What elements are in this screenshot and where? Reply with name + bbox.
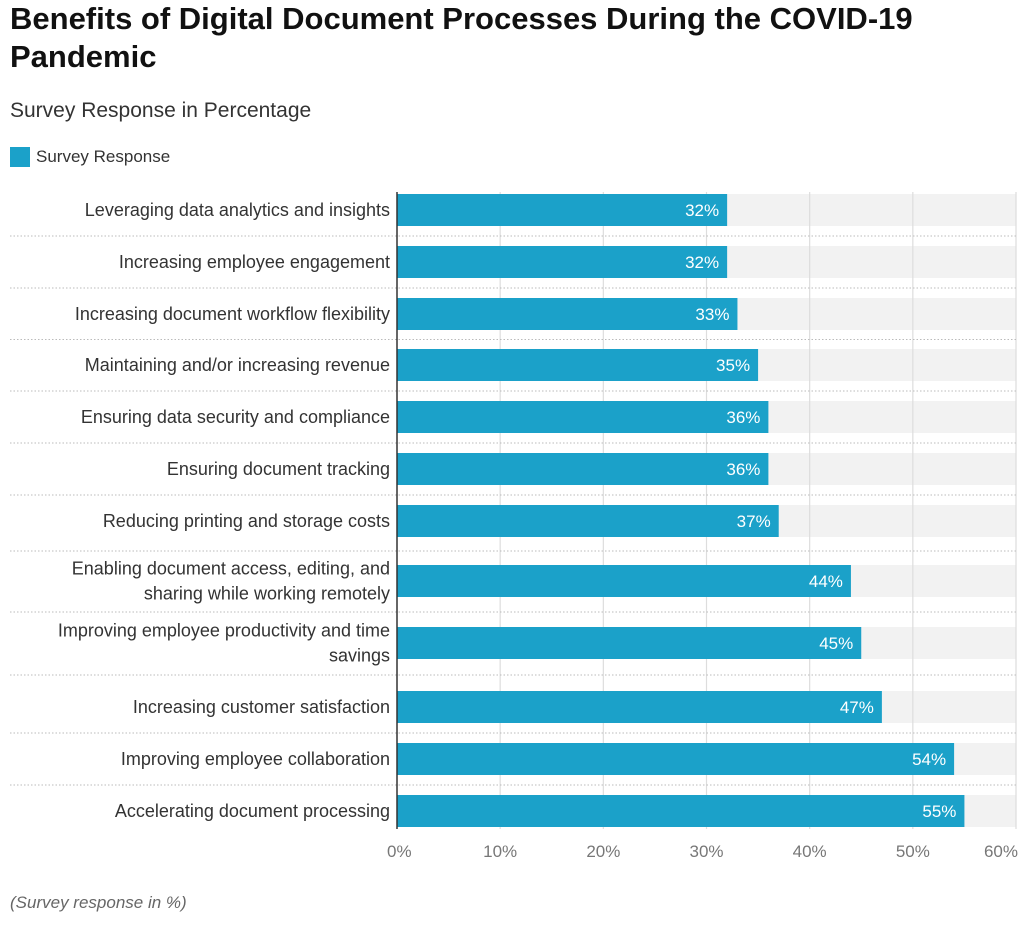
x-tick-label: 50% — [896, 842, 930, 861]
bar — [397, 627, 862, 659]
category-label: Maintaining and/or increasing revenue — [85, 355, 390, 375]
category-label: Increasing customer satisfaction — [133, 697, 390, 717]
data-label: 36% — [726, 408, 760, 427]
category-label: savings — [329, 646, 390, 666]
bar — [397, 743, 955, 775]
data-label: 45% — [819, 634, 853, 653]
legend-label: Survey Response — [36, 147, 171, 166]
chart-subtitle: Survey Response in Percentage — [10, 99, 312, 122]
legend-swatch — [10, 147, 30, 167]
category-label: Leveraging data analytics and insights — [85, 200, 390, 220]
category-label: Increasing employee engagement — [119, 252, 390, 272]
data-label: 36% — [726, 460, 760, 479]
data-label: 35% — [716, 356, 750, 375]
data-label: 37% — [737, 512, 771, 531]
bar — [397, 453, 769, 485]
footnote: (Survey response in %) — [10, 893, 187, 912]
category-label: Increasing document workflow flexibility — [75, 304, 390, 324]
bar — [397, 246, 728, 278]
x-tick-label: 60% — [984, 842, 1018, 861]
bar — [397, 298, 738, 330]
bar — [397, 505, 779, 537]
data-label: 32% — [685, 253, 719, 272]
data-label: 44% — [809, 572, 843, 591]
x-tick-label: 10% — [483, 842, 517, 861]
bar — [397, 401, 769, 433]
category-label: Reducing printing and storage costs — [103, 511, 390, 531]
data-label: 32% — [685, 201, 719, 220]
x-tick-label: 0% — [387, 842, 412, 861]
bar — [397, 565, 851, 597]
category-label: Ensuring document tracking — [167, 459, 390, 479]
bar — [397, 795, 965, 827]
data-label: 55% — [922, 802, 956, 821]
bar — [397, 691, 882, 723]
category-label: Improving employee collaboration — [121, 749, 390, 769]
category-label: Ensuring data security and compliance — [81, 407, 390, 427]
x-tick-label: 40% — [793, 842, 827, 861]
category-label: sharing while working remotely — [144, 584, 390, 604]
x-tick-label: 20% — [586, 842, 620, 861]
data-label: 33% — [695, 305, 729, 324]
data-label: 54% — [912, 750, 946, 769]
category-label: Accelerating document processing — [115, 801, 390, 821]
chart-title: Benefits of Digital Document Processes D… — [10, 1, 913, 74]
legend: Survey Response — [10, 147, 170, 167]
bar — [397, 194, 728, 226]
x-tick-label: 30% — [689, 842, 723, 861]
data-label: 47% — [840, 698, 874, 717]
category-label: Enabling document access, editing, and — [72, 559, 390, 579]
category-label: Improving employee productivity and time — [58, 621, 390, 641]
bar — [397, 349, 759, 381]
